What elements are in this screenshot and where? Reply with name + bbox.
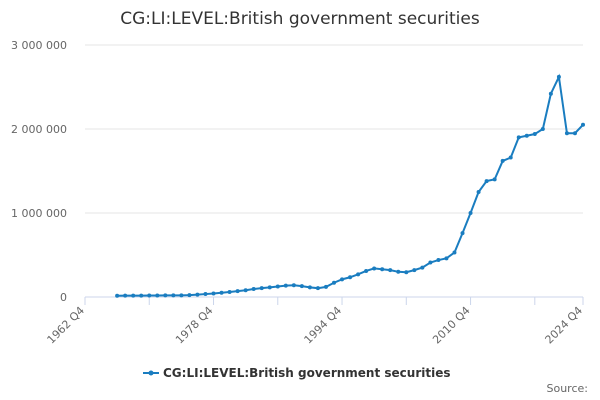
x-tick-label: 1994 Q4 [302, 304, 345, 347]
point [532, 132, 537, 137]
point [219, 290, 224, 295]
point [508, 155, 513, 160]
point [163, 293, 168, 298]
line [117, 73, 584, 297]
point [340, 277, 345, 282]
point [556, 74, 561, 79]
x-tick-label: 2024 Q4 [543, 304, 586, 347]
y-tick-label: 1 000 000 [11, 207, 67, 220]
point [500, 158, 505, 163]
point [484, 179, 489, 184]
source: Source: [547, 382, 589, 395]
x-tick-label: 1962 Q4 [45, 304, 88, 347]
point [364, 268, 369, 273]
y-tick-label: 0 [60, 291, 67, 304]
point [524, 133, 529, 138]
point [452, 250, 457, 255]
point [468, 211, 473, 215]
point [203, 292, 208, 297]
point [235, 289, 240, 294]
point [291, 283, 296, 288]
point [251, 287, 256, 292]
point [315, 286, 320, 291]
x-tick-label: 2010 Q4 [430, 304, 473, 347]
point [123, 293, 128, 298]
point [267, 285, 272, 290]
point [131, 293, 136, 298]
point [147, 293, 152, 298]
point [372, 266, 377, 271]
point [323, 284, 328, 289]
point [444, 256, 449, 261]
point [259, 286, 264, 291]
point [581, 122, 585, 127]
point [115, 293, 120, 298]
point [332, 280, 336, 285]
point [516, 135, 521, 140]
point [179, 293, 184, 298]
legend-marker [148, 370, 154, 376]
point [187, 293, 192, 298]
point [243, 288, 248, 293]
point [412, 268, 417, 273]
point [460, 231, 465, 236]
point [572, 131, 577, 136]
point [540, 127, 545, 131]
point [476, 190, 481, 194]
legend-label: CG:LI:LEVEL:British government securitie… [163, 366, 450, 380]
point [299, 284, 304, 289]
point [227, 289, 232, 294]
point [155, 293, 160, 298]
x-tick-label: 1978 Q4 [173, 304, 216, 347]
point [348, 275, 353, 280]
y-tick-label: 3 000 000 [11, 39, 67, 52]
point [356, 272, 361, 277]
point [492, 177, 497, 182]
point [388, 268, 393, 273]
point [428, 260, 433, 265]
point [420, 265, 425, 270]
chart-title: CG:LI:LEVEL:British government securitie… [120, 9, 480, 29]
point [548, 91, 553, 96]
point [283, 283, 288, 288]
y-tick-label: 2 000 000 [11, 123, 67, 136]
point [404, 270, 409, 275]
point [195, 292, 200, 297]
point [380, 267, 385, 272]
point [171, 293, 176, 298]
point [211, 291, 216, 296]
point [564, 131, 569, 136]
point [275, 284, 280, 289]
point [139, 293, 144, 298]
point [396, 269, 401, 274]
point [307, 285, 312, 290]
point [436, 258, 441, 263]
